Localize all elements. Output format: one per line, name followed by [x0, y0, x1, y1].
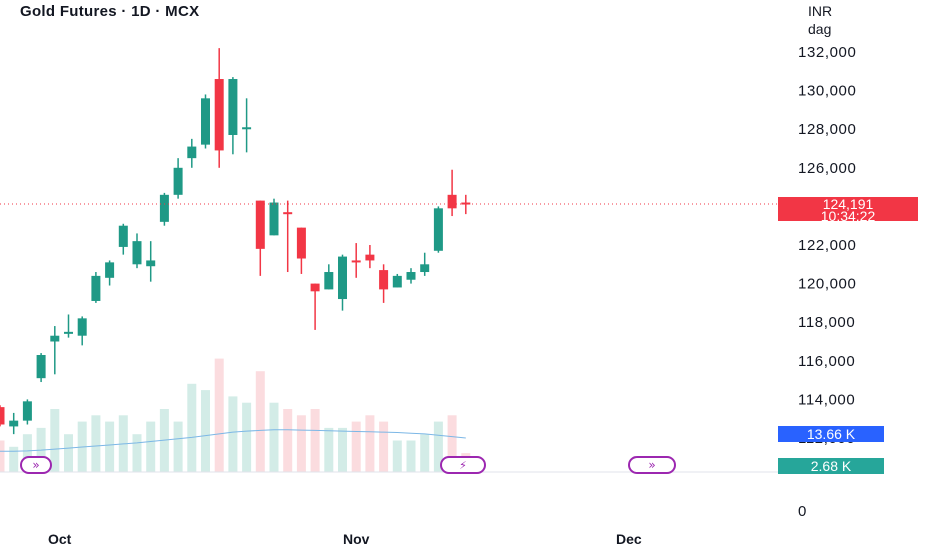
svg-text:»: »: [648, 458, 655, 472]
y-tick-label: 116,000: [798, 353, 855, 370]
candle-up[interactable]: [433, 208, 443, 251]
volume-bar: [146, 421, 156, 472]
volume-bar: [22, 434, 32, 472]
volume-bar: [9, 446, 19, 472]
volume-bars: [0, 358, 471, 472]
candle-up[interactable]: [91, 275, 101, 301]
candle-down[interactable]: [296, 227, 306, 259]
volume-ma-badge: 13.66 K: [778, 426, 884, 442]
y-axis-ticks: 132,000130,000128,000126,000124,000122,0…: [798, 44, 856, 447]
future-event-icon[interactable]: »: [628, 456, 676, 474]
candle-down[interactable]: [283, 212, 293, 215]
volume-bar: [392, 440, 402, 472]
volume-bar: [64, 434, 73, 472]
candle-up[interactable]: [132, 241, 142, 265]
volume-bar: [406, 440, 416, 472]
candle-up[interactable]: [324, 272, 334, 290]
candle-up[interactable]: [187, 146, 197, 159]
dividend-event-icon[interactable]: »: [20, 456, 52, 474]
volume-badge: 2.68 K: [778, 458, 884, 474]
volume-bar: [379, 421, 389, 472]
candle-up[interactable]: [406, 272, 416, 280]
bar-countdown: 10:34:22: [820, 208, 876, 224]
volume-bar: [420, 434, 430, 472]
currency-label[interactable]: INR dag: [808, 2, 832, 38]
y-tick-label: 130,000: [798, 83, 856, 100]
volume-axis-zero: 0: [798, 503, 807, 520]
candle-up[interactable]: [338, 256, 347, 300]
candle-up[interactable]: [9, 420, 19, 427]
svg-text:»: »: [32, 458, 39, 472]
y-tick-label: 126,000: [798, 160, 856, 177]
candle-up[interactable]: [392, 275, 402, 288]
volume-bar: [187, 383, 197, 472]
candle-down[interactable]: [255, 200, 265, 249]
candle-down[interactable]: [214, 79, 224, 151]
volume-bar: [0, 440, 5, 472]
candle-down[interactable]: [0, 407, 5, 425]
candle-up[interactable]: [420, 264, 430, 273]
volume-bar: [296, 415, 306, 472]
candle-up[interactable]: [118, 225, 128, 247]
candle-up[interactable]: [146, 260, 156, 267]
y-tick-label: 132,000: [798, 44, 856, 61]
volume-bar: [214, 358, 224, 472]
y-tick-label: 128,000: [798, 121, 856, 138]
candle-down[interactable]: [351, 260, 361, 263]
candle-down[interactable]: [365, 254, 375, 261]
x-tick-nov: Nov: [343, 531, 370, 547]
volume-bar: [269, 402, 279, 472]
candle-down[interactable]: [310, 283, 320, 292]
volume-bar: [173, 421, 183, 472]
price-candles: [0, 48, 471, 435]
flash-event-icon[interactable]: ⚡: [440, 456, 486, 474]
y-tick-label: 118,000: [798, 314, 855, 331]
volume-bar: [228, 396, 238, 472]
candle-down[interactable]: [461, 202, 471, 205]
currency-code: INR: [808, 3, 833, 19]
candle-up[interactable]: [36, 355, 46, 379]
volume-bar: [132, 434, 142, 472]
y-tick-label: 120,000: [798, 276, 856, 293]
volume-bar: [255, 371, 265, 472]
y-tick-label: 122,000: [798, 237, 856, 254]
candle-down[interactable]: [379, 270, 389, 290]
candle-up[interactable]: [159, 194, 169, 222]
volume-bar: [310, 409, 320, 472]
candle-up[interactable]: [64, 331, 73, 334]
volume-bar: [50, 409, 60, 472]
candle-up[interactable]: [50, 335, 60, 342]
volume-ma-line: [0, 429, 466, 452]
volume-bar: [283, 409, 293, 472]
volume-bar: [324, 427, 334, 472]
adjustment-label: dag: [808, 21, 832, 37]
svg-text:⚡: ⚡: [459, 459, 467, 472]
candle-up[interactable]: [173, 167, 183, 195]
candle-up[interactable]: [22, 401, 32, 421]
candle-down[interactable]: [447, 194, 457, 209]
candle-up[interactable]: [228, 79, 238, 135]
volume-bar: [433, 421, 443, 472]
volume-bar: [365, 415, 375, 472]
x-tick-oct: Oct: [48, 531, 72, 547]
volume-bar: [91, 415, 101, 472]
x-tick-dec: Dec: [616, 531, 642, 547]
volume-bar: [447, 415, 457, 472]
candle-up[interactable]: [242, 127, 252, 130]
candle-up[interactable]: [201, 98, 210, 145]
volume-bar: [105, 421, 115, 472]
volume-bar: [351, 421, 361, 472]
candle-up[interactable]: [269, 202, 279, 236]
chart-title[interactable]: Gold Futures · 1D · MCX: [20, 3, 200, 20]
volume-bar: [242, 402, 252, 472]
candle-up[interactable]: [77, 318, 87, 336]
candle-up[interactable]: [105, 262, 115, 278]
y-tick-label: 114,000: [798, 391, 855, 408]
volume-bar: [201, 390, 210, 472]
last-price-badge: 124,191 10:34:22: [778, 196, 918, 224]
volume-bar: [338, 427, 347, 472]
last-price-value: 124,191: [822, 196, 874, 212]
